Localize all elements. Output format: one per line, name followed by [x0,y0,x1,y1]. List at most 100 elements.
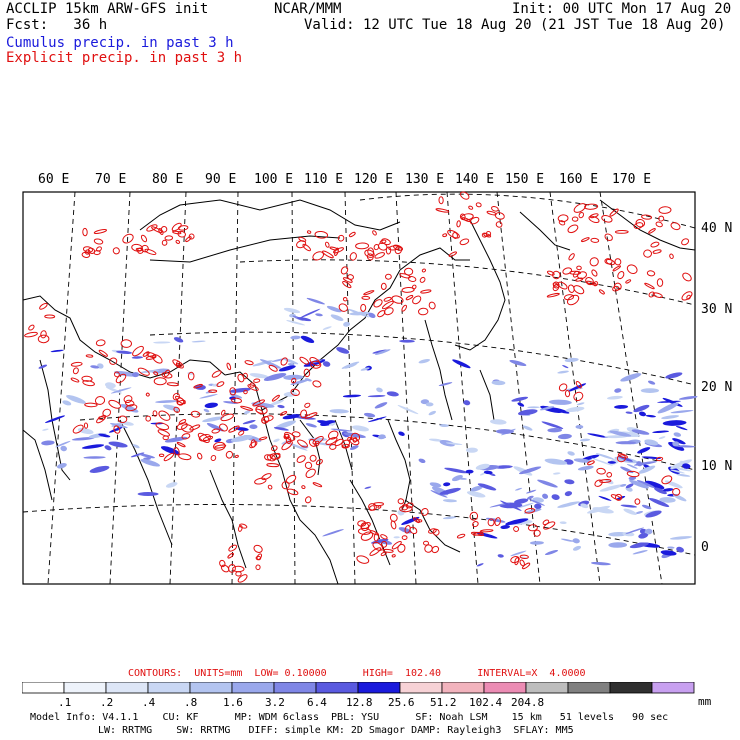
cumulus-cell [614,404,629,409]
explicit-contour [411,284,417,290]
explicit-contour [652,292,663,298]
explicit-contour [575,380,582,389]
explicit-contour [646,270,656,277]
explicit-contour [271,394,280,402]
cumulus-cell [465,447,478,453]
explicit-contour [234,454,239,458]
explicit-contour [28,324,35,331]
explicit-contour [231,397,242,404]
cumulus-cell [625,483,634,489]
grid-line [496,191,541,585]
cumulus-cell [132,372,140,378]
lat-label: 0 [701,540,709,555]
cumulus-cell [223,401,239,404]
cumulus-cell [539,406,555,411]
cumulus-cell [676,473,691,477]
explicit-contour [626,470,640,478]
explicit-contour [39,302,48,310]
explicit-contour [113,425,121,434]
cumulus-cell [425,402,434,407]
explicit-contour [176,422,188,430]
cumulus-cell [557,433,572,440]
cumulus-cell [518,409,538,416]
cumulus-cell [644,439,659,446]
cumulus-cell [273,426,289,431]
cumulus-cell [367,395,386,398]
explicit-contour [70,377,80,383]
explicit-contour [279,411,288,416]
cumulus-cell [273,438,280,443]
explicit-contour [617,453,628,459]
explicit-contour [372,230,377,236]
explicit-contour [614,258,622,266]
explicit-contour [391,295,404,304]
explicit-contour [616,454,627,463]
cumulus-cell [439,423,449,428]
cumulus-cell [518,502,534,508]
explicit-contour [244,360,254,366]
valid-time: Valid: 12 UTC Tue 18 Aug 20 (21 JST Tue … [304,17,726,33]
explicit-contour [487,518,495,527]
legend-swatch [399,682,443,694]
explicit-contour [644,282,655,290]
legend-tick: 102.4 [469,696,503,709]
explicit-contour [658,215,665,222]
explicit-contour [144,248,157,256]
explicit-contour [72,424,84,434]
cumulus-cell [552,472,561,475]
cumulus-cell [376,387,383,393]
cumulus-cell [282,414,300,420]
explicit-contour [625,279,632,284]
cumulus-cell [640,388,660,393]
explicit-contour [361,295,371,300]
cumulus-cell [249,424,258,430]
coastline [39,359,71,481]
explicit-contour [617,271,625,280]
cumulus-cell [509,359,527,367]
coastline [224,371,339,585]
explicit-contour [546,292,560,298]
explicit-contour [264,454,272,461]
explicit-contour [197,452,203,460]
explicit-contour [216,381,225,387]
explicit-contour [682,272,692,282]
lon-label: 110 E [304,172,344,187]
cumulus-cell [282,358,299,365]
cumulus-cell [645,414,656,418]
cumulus-cell [626,463,638,469]
explicit-contour [263,415,274,422]
explicit-contour [299,356,310,365]
cumulus-cell [590,561,611,566]
cumulus-cell [442,516,457,520]
explicit-contour [329,246,339,251]
coastline [299,419,321,476]
explicit-contour [594,479,603,487]
explicit-contour [580,237,590,243]
cumulus-cell [251,402,275,408]
explicit-contour [124,399,135,407]
cumulus-cell [349,445,359,450]
cumulus-cell [648,498,670,507]
cumulus-cell [654,487,667,495]
explicit-contour [308,438,317,447]
cumulus-cell [505,518,529,526]
lon-label: 70 E [95,172,127,187]
explicit-contour [355,242,370,250]
explicit-contour [513,526,520,532]
cumulus-cell [60,445,67,452]
explicit-contour [578,212,585,219]
cumulus-cell [676,546,684,553]
explicit-contour [327,430,339,440]
cumulus-cell [622,531,635,537]
explicit-contour [146,352,157,359]
explicit-contour [658,206,672,214]
cumulus-cell [326,305,342,313]
explicit-contour [266,454,276,462]
grid-line [291,191,296,585]
explicit-contour [669,253,674,260]
explicit-contour [405,294,414,301]
explicit-contour [255,555,262,561]
explicit-contour [193,383,203,389]
color-legend [22,682,695,694]
